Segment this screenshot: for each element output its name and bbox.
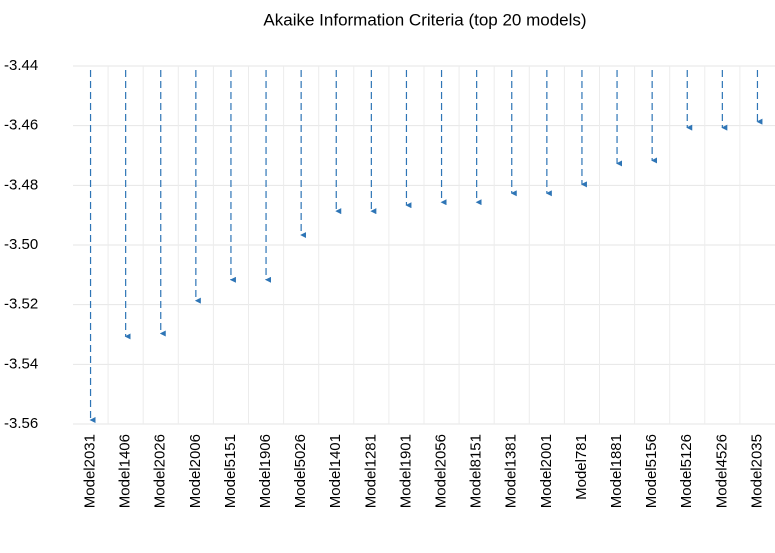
x-tick-label: Model5156 <box>643 434 660 508</box>
x-tick-label: Model1906 <box>257 434 274 508</box>
x-tick-label: Model5026 <box>292 434 309 508</box>
x-tick-label: Model2031 <box>82 434 99 508</box>
x-tick-label: Model1401 <box>327 434 344 508</box>
y-tick-label: -3.44 <box>4 57 38 74</box>
x-tick-label: Model5126 <box>678 434 695 508</box>
x-tick-label: Model1406 <box>117 434 134 508</box>
x-tick-label: Model1281 <box>362 434 379 508</box>
x-tick-label: Model2026 <box>152 434 169 508</box>
x-tick-label: Model1881 <box>608 434 625 508</box>
y-tick-label: -3.46 <box>4 117 38 134</box>
x-tick-label: Model2035 <box>748 434 765 508</box>
x-tick-label: Model4526 <box>713 434 730 508</box>
y-tick-label: -3.52 <box>4 296 38 313</box>
x-tick-label: Model8151 <box>468 434 485 508</box>
y-tick-label: -3.54 <box>4 355 38 372</box>
x-tick-label: Model2056 <box>433 434 450 508</box>
y-tick-label: -3.56 <box>4 415 38 432</box>
x-tick-label: Model781 <box>573 434 590 500</box>
x-tick-label: Model5151 <box>222 434 239 508</box>
x-tick-label: Model2001 <box>538 434 555 508</box>
y-tick-label: -3.50 <box>4 236 38 253</box>
x-tick-label: Model1381 <box>503 434 520 508</box>
x-tick-label: Model1901 <box>397 434 414 508</box>
y-tick-label: -3.48 <box>4 176 38 193</box>
chart-title: Akaike Information Criteria (top 20 mode… <box>263 10 586 29</box>
x-tick-label: Model2006 <box>187 434 204 508</box>
